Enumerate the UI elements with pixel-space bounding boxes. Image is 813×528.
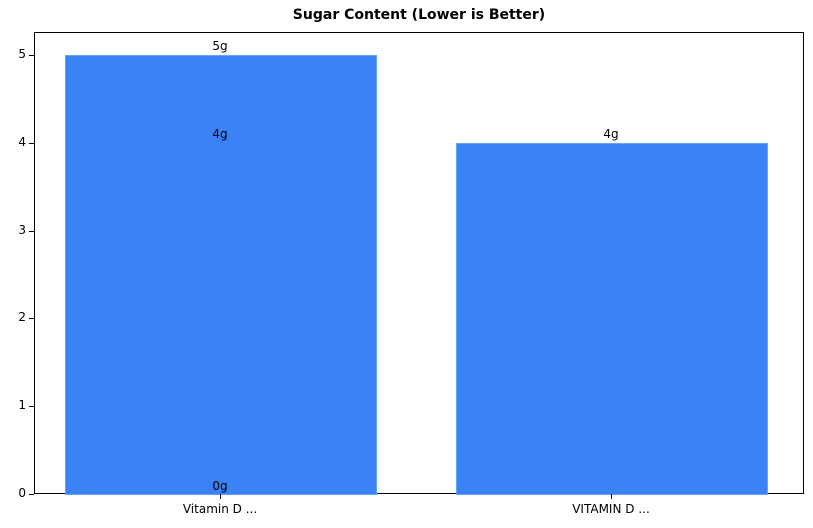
bar-annotation-4g-2: 4g <box>603 127 619 141</box>
y-tick-4 <box>29 143 34 144</box>
y-tick-3 <box>29 231 34 232</box>
y-tick-0 <box>29 494 34 495</box>
bar-vitamin-d-1 <box>65 55 377 495</box>
y-tick-1 <box>29 406 34 407</box>
y-tick-label-4: 4 <box>18 135 26 149</box>
x-tick-1 <box>611 494 612 499</box>
y-tick-label-0: 0 <box>18 486 26 500</box>
plot-area <box>34 32 804 495</box>
x-tick-label-1: VITAMIN D ... <box>572 502 650 516</box>
y-tick-label-3: 3 <box>18 223 26 237</box>
bar-annotation-4g: 4g <box>212 127 228 141</box>
y-tick-label-2: 2 <box>18 310 26 324</box>
bar-annotation-5g: 5g <box>212 39 228 53</box>
y-tick-label-5: 5 <box>18 47 26 61</box>
bar-annotation-0g: 0g <box>212 479 228 493</box>
y-tick-label-1: 1 <box>18 398 26 412</box>
x-tick-label-0: Vitamin D ... <box>182 502 258 516</box>
x-tick-0 <box>220 494 221 499</box>
bar-vitamin-d-2 <box>456 143 768 495</box>
chart-title: Sugar Content (Lower is Better) <box>292 7 546 23</box>
y-tick-5 <box>29 55 34 56</box>
y-tick-2 <box>29 318 34 319</box>
